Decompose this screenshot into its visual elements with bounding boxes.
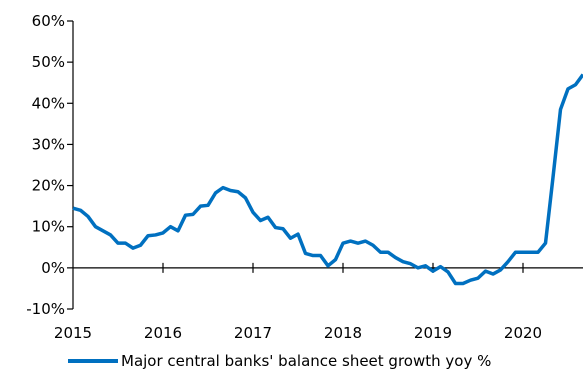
x-tick-label: 2020 xyxy=(504,324,542,342)
x-axis-tick-labels: 2015 2016 2017 2018 2019 2020 xyxy=(54,324,542,342)
x-tick-label: 2018 xyxy=(324,324,362,342)
y-tick-label: 0% xyxy=(41,259,65,277)
y-axis-tick-labels: -10% 0% 10% 20% 30% 40% 50% 60% xyxy=(26,12,65,318)
y-tick-label: 20% xyxy=(32,177,65,195)
y-tick-label: 60% xyxy=(32,12,65,30)
y-tick-label: 30% xyxy=(32,135,65,153)
y-tick-label: 10% xyxy=(32,218,65,236)
x-tick-label: 2019 xyxy=(414,324,452,342)
x-tick-label: 2017 xyxy=(234,324,272,342)
legend-label: Major central banks' balance sheet growt… xyxy=(121,352,491,370)
y-tick-label: -10% xyxy=(26,300,65,318)
series-lines xyxy=(72,73,583,286)
x-tick-label: 2016 xyxy=(144,324,182,342)
legend: Major central banks' balance sheet growt… xyxy=(68,352,491,370)
series-line-0 xyxy=(72,73,583,286)
y-tick-label: 40% xyxy=(32,94,65,112)
x-tick-label: 2015 xyxy=(54,324,92,342)
y-tick-label: 50% xyxy=(32,53,65,71)
